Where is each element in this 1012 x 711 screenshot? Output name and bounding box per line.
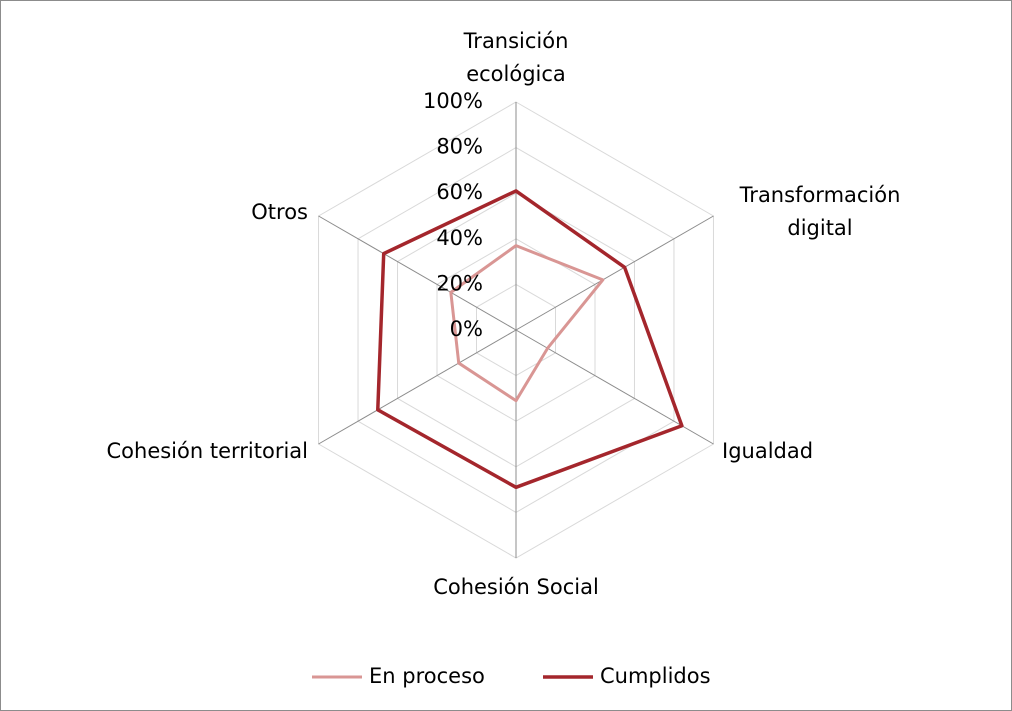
category-label: Otros [251, 200, 308, 224]
axis-tick-label: 0% [450, 317, 483, 341]
series-line [449, 244, 605, 403]
axis-tick-label: 40% [436, 226, 483, 250]
category-label: Cohesión territorial [107, 439, 309, 463]
axis-tick-label: 100% [423, 89, 483, 113]
category-label: Igualdad [722, 439, 813, 463]
series-line [376, 189, 684, 490]
axis-spoke [515, 215, 714, 331]
legend-label: Cumplidos [600, 664, 711, 688]
axis-tick-label: 20% [436, 271, 483, 295]
axis-spoke [318, 215, 517, 331]
category-label: Transformación digital [739, 183, 901, 240]
axis-tick-label: 60% [436, 180, 483, 204]
axis-tick-label: 80% [436, 135, 483, 159]
category-label: Transición ecológica [463, 29, 569, 86]
category-label: Cohesión Social [433, 575, 599, 599]
legend-label: En proceso [369, 664, 485, 688]
axis-spoke [318, 329, 517, 445]
